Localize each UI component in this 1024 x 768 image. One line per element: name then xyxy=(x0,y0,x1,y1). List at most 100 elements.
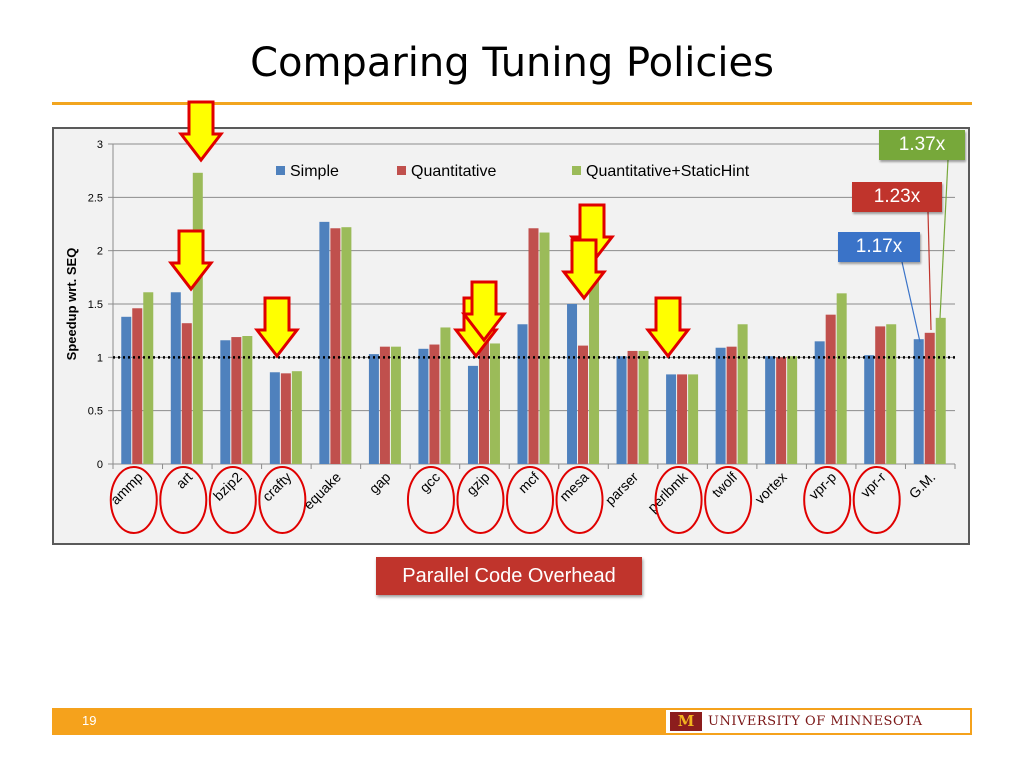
chart-frame xyxy=(52,127,970,545)
x-tick-label: mcf xyxy=(515,469,542,496)
highlight-circle xyxy=(159,466,208,534)
bar-gm-quantitative xyxy=(924,332,935,464)
bar-gm-simple xyxy=(913,339,924,464)
bar-bzip2-quantitative xyxy=(231,337,242,464)
bar-crafty-quantitative xyxy=(280,373,291,464)
legend-label: Quantitative+StaticHint xyxy=(586,163,750,180)
highlight-circle xyxy=(258,466,307,534)
parallel-overhead-label: Parallel Code Overhead xyxy=(376,557,642,595)
yellow-arrow xyxy=(560,238,608,301)
highlight-circle xyxy=(506,466,554,534)
bar-crafty-simple xyxy=(269,372,280,464)
bar-bzip2-quantitativestatichint xyxy=(242,336,253,464)
bar-art-quantitative xyxy=(181,323,192,464)
yellow-arrow xyxy=(460,280,508,343)
callout-simple-gm: 1.17x xyxy=(838,232,920,262)
bar-gcc-simple xyxy=(418,348,429,464)
callout-connector-red xyxy=(927,211,932,331)
bar-vortex-simple xyxy=(765,356,776,464)
highlight-circle xyxy=(654,466,703,534)
legend-swatch xyxy=(397,166,406,175)
highlight-circle xyxy=(704,466,753,534)
x-tick-label: mesa xyxy=(556,469,592,505)
bar-gap-simple xyxy=(368,354,379,464)
bar-mcf-quantitative xyxy=(528,228,539,464)
highlight-circle xyxy=(456,466,505,534)
legend-label: Quantitative xyxy=(411,163,496,180)
bar-perlbmk-quantitativestatichint xyxy=(688,374,699,464)
bar-ammp-quantitativestatichint xyxy=(143,292,154,464)
yellow-arrow xyxy=(167,229,215,292)
bar-vprp-quantitative xyxy=(825,314,836,464)
bar-vprr-simple xyxy=(864,355,875,464)
bar-parser-quantitative xyxy=(627,350,638,464)
bar-vortex-quantitativestatichint xyxy=(787,356,798,464)
footer-bar: 19 M UNIVERSITY OF MINNESOTA xyxy=(52,708,972,735)
bar-gzip-simple xyxy=(467,365,478,464)
callout-connector-green xyxy=(939,159,949,319)
bar-vortex-quantitative xyxy=(776,357,787,464)
slide-title: Comparing Tuning Policies xyxy=(250,40,774,86)
highlight-circle xyxy=(852,466,901,534)
bar-equake-simple xyxy=(319,221,330,464)
callout-quant-gm: 1.23x xyxy=(852,182,942,212)
bar-twolf-quantitative xyxy=(726,346,737,464)
highlight-circle xyxy=(803,466,852,534)
bar-mcf-simple xyxy=(517,324,528,464)
yellow-arrow xyxy=(644,296,692,359)
title-underline xyxy=(52,102,972,105)
highlight-circle xyxy=(406,466,455,534)
x-tick-label: vpr-p xyxy=(805,469,839,503)
bar-gzip-quantitativestatichint xyxy=(489,343,500,464)
legend-swatch xyxy=(276,166,285,175)
bar-art-quantitativestatichint xyxy=(192,172,203,465)
yellow-arrow xyxy=(253,296,301,359)
callout-connector-blue xyxy=(901,261,921,343)
bar-vprp-simple xyxy=(814,341,825,464)
bar-mesa-quantitativestatichint xyxy=(589,280,600,464)
y-tick-label: 0 xyxy=(97,459,103,471)
bar-mesa-quantitative xyxy=(578,345,589,464)
bar-perlbmk-simple xyxy=(666,374,677,464)
x-tick-label: perlbmk xyxy=(644,468,691,515)
bar-art-simple xyxy=(170,292,181,464)
x-tick-label: gap xyxy=(366,469,394,497)
y-tick-label: 2 xyxy=(97,246,103,258)
bar-mcf-quantitativestatichint xyxy=(539,232,550,464)
y-tick-label: 3 xyxy=(97,139,103,151)
university-m-logo-icon: M xyxy=(670,712,702,731)
bar-equake-quantitativestatichint xyxy=(341,227,352,464)
x-tick-label: bzip2 xyxy=(210,469,245,504)
y-tick-label: 0.5 xyxy=(88,406,103,418)
x-tick-label: crafty xyxy=(259,469,295,505)
bar-parser-simple xyxy=(616,356,627,464)
bar-equake-quantitative xyxy=(330,228,341,464)
legend-label: Simple xyxy=(290,163,339,180)
y-tick-label: 1.5 xyxy=(88,299,103,311)
x-tick-label: G.M. xyxy=(906,469,939,502)
bar-twolf-quantitativestatichint xyxy=(737,324,748,464)
bar-mesa-simple xyxy=(567,304,578,464)
callout-quant-static-gm: 1.37x xyxy=(879,130,965,160)
y-tick-label: 2.5 xyxy=(88,192,103,204)
bar-gzip-quantitative xyxy=(478,341,489,464)
x-tick-label: equake xyxy=(300,469,344,513)
page-number: 19 xyxy=(82,713,97,728)
y-tick-label: 1 xyxy=(97,352,103,364)
bar-gap-quantitative xyxy=(379,346,390,464)
y-axis-label: Speedup wrt. SEQ xyxy=(64,248,79,361)
x-tick-label: parser xyxy=(602,469,642,509)
highlight-circle xyxy=(109,466,158,534)
bar-bzip2-simple xyxy=(220,340,231,464)
bar-ammp-simple xyxy=(121,316,132,464)
bar-vprp-quantitativestatichint xyxy=(836,293,847,464)
bar-vprr-quantitative xyxy=(875,326,886,464)
bar-gcc-quantitative xyxy=(429,344,440,464)
bar-parser-quantitativestatichint xyxy=(638,350,649,464)
highlight-circle xyxy=(208,466,257,534)
yellow-arrow xyxy=(177,100,225,163)
highlight-circle xyxy=(555,466,604,534)
university-name: UNIVERSITY OF MINNESOTA xyxy=(708,714,923,729)
bar-gm-quantitativestatichint xyxy=(935,317,946,464)
